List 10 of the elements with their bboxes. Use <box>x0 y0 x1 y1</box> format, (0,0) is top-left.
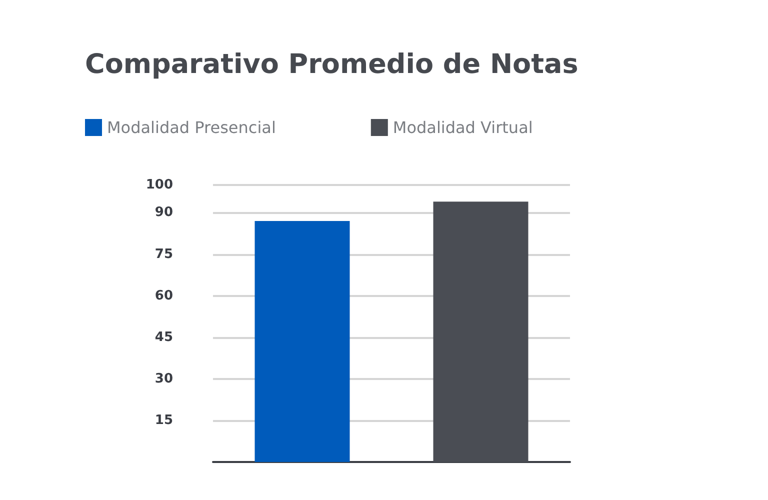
y-tick-label: 45 <box>154 330 173 345</box>
y-tick-label: 90 <box>154 205 173 220</box>
legend-label: Modalidad Virtual <box>392 118 533 137</box>
y-tick-label: 100 <box>146 178 173 192</box>
y-tick-label: 60 <box>154 288 173 304</box>
legend-label: Modalidad Presencial <box>107 118 276 137</box>
chart-title: Comparativo Promedio de Notas <box>85 49 578 80</box>
y-tick-label: 30 <box>154 371 173 386</box>
y-tick-label: 75 <box>154 246 173 262</box>
y-tick-label: 15 <box>154 412 173 428</box>
